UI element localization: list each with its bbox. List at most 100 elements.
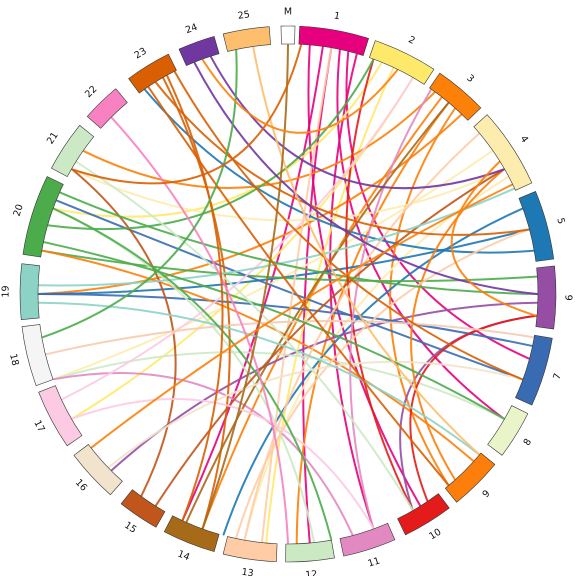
link-40 [107, 360, 523, 468]
segment-2 [369, 40, 435, 85]
segment-6 [535, 265, 557, 330]
segment-15 [120, 489, 166, 528]
segment-M [280, 25, 296, 45]
segment-label-17: 17 [31, 418, 46, 434]
segment-label-21: 21 [45, 130, 61, 146]
link-7 [265, 67, 395, 544]
segment-label-12: 12 [305, 569, 318, 576]
link-53 [155, 81, 530, 236]
link-63 [450, 161, 538, 317]
segment-label-10: 10 [427, 527, 443, 543]
link-31 [53, 372, 354, 536]
segment-label-M: M [284, 7, 292, 18]
segment-24 [178, 36, 220, 67]
segment-label-2: 2 [406, 34, 416, 47]
segment-16 [73, 444, 123, 496]
links-layer [38, 44, 538, 544]
segment-22 [86, 88, 128, 129]
segment-label-20: 20 [12, 203, 26, 218]
link-61 [71, 44, 302, 185]
link-56 [193, 62, 538, 295]
link-14 [53, 150, 493, 381]
link-49 [59, 191, 538, 295]
segment-label-25: 25 [237, 9, 251, 22]
segment-label-7: 7 [552, 372, 564, 381]
link-23 [38, 293, 533, 347]
segment-label-4: 4 [518, 134, 531, 145]
segment-label-18: 18 [7, 353, 21, 367]
link-46 [43, 241, 505, 420]
link-57 [210, 56, 505, 190]
link-17 [222, 207, 523, 536]
link-25 [53, 351, 505, 420]
link-36 [162, 77, 231, 529]
link-4 [336, 49, 505, 420]
segment-10 [397, 493, 450, 536]
link-59 [252, 46, 480, 456]
link-47 [47, 59, 375, 231]
segment-21 [50, 124, 95, 178]
link-29 [345, 59, 414, 511]
segment-label-8: 8 [522, 437, 535, 448]
link-3 [181, 46, 324, 521]
link-50 [75, 161, 414, 511]
segment-label-19: 19 [0, 285, 11, 297]
segment-25 [222, 26, 271, 52]
segment-label-5: 5 [554, 217, 566, 226]
segment-label-11: 11 [367, 555, 382, 569]
segment-14 [163, 515, 220, 552]
segment-label-16: 16 [73, 477, 89, 493]
link-43 [45, 320, 535, 356]
segment-label-15: 15 [122, 520, 138, 536]
segment-17 [38, 385, 83, 447]
link-38 [155, 168, 505, 507]
segment-label-1: 1 [333, 10, 341, 22]
link-64 [90, 183, 513, 449]
link-30 [349, 89, 432, 529]
segment-11 [339, 522, 396, 557]
segment-19 [19, 263, 40, 321]
link-24 [56, 199, 523, 381]
segment-label-23: 23 [133, 46, 149, 62]
link-33 [261, 47, 333, 543]
link-26 [41, 249, 474, 462]
link-0 [302, 47, 333, 544]
segments-layer [19, 25, 557, 563]
segment-label-9: 9 [481, 488, 493, 500]
link-51 [110, 116, 289, 544]
segment-23 [128, 53, 177, 94]
link-34 [243, 132, 480, 541]
link-42 [61, 77, 414, 401]
segment-label-22: 22 [83, 84, 99, 100]
link-52 [147, 86, 450, 486]
segment-label-14: 14 [176, 549, 191, 564]
segment-label-3: 3 [464, 73, 476, 85]
link-62 [201, 59, 399, 134]
link-11 [38, 113, 462, 295]
link-58 [41, 49, 238, 339]
segment-18 [21, 324, 54, 387]
segment-4 [473, 114, 533, 191]
segment-3 [429, 72, 482, 121]
segment-9 [444, 452, 496, 503]
segment-8 [487, 405, 529, 456]
segment-20 [22, 176, 64, 258]
link-9 [201, 96, 443, 529]
link-60 [201, 44, 289, 529]
link-39 [71, 168, 177, 497]
segment-label-6: 6 [564, 295, 575, 301]
link-13 [83, 91, 436, 189]
segment-1 [298, 25, 369, 56]
link-27 [410, 168, 505, 480]
link-45 [38, 187, 515, 287]
link-55 [174, 71, 523, 381]
link-35 [235, 228, 530, 539]
segment-13 [222, 536, 278, 563]
link-44 [38, 301, 480, 456]
link-8 [53, 62, 383, 218]
segment-5 [518, 191, 555, 262]
link-10 [389, 108, 456, 486]
link-15 [71, 168, 505, 222]
segment-7 [515, 334, 553, 406]
